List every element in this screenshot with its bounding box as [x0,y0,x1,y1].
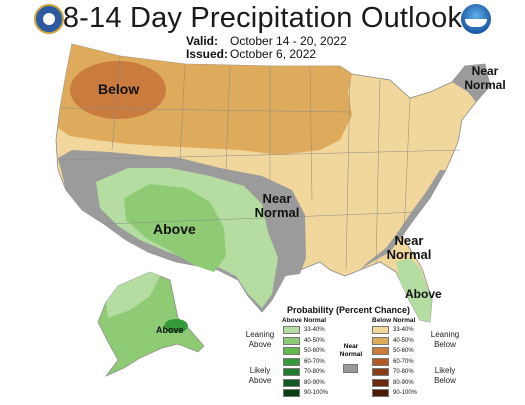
below-legend-swatch [372,389,389,397]
above-legend-swatch [283,368,300,376]
state-borders [57,55,461,271]
legend-near-header: Near Normal [339,343,363,358]
above-legend-range: 33-40% [304,327,325,333]
label-below-nw: Below [98,81,140,97]
legend-likely-below: Likely Below [434,366,456,385]
valid-value: October 14 - 20, 2022 [230,34,347,48]
noaa-logo [461,4,491,34]
above-legend-row: 70-80% [283,367,325,377]
below-legend-range: 60-70% [393,358,414,365]
below-legend-swatch [372,378,389,387]
legend-above-header: Above Normal [282,317,327,324]
below-legend-swatch [372,326,389,334]
page-title: 8-14 Day Precipitation Outlook [62,2,463,34]
below-legend-row: 60-70% [372,357,414,367]
below-legend-range: 40-50% [393,337,414,344]
issued-label: Issued: [186,47,229,61]
alaska-above-light [106,272,160,318]
above-legend-swatch [283,378,300,387]
noaa-dept-commerce-logo [34,4,64,34]
below-legend-range: 50-60% [393,348,414,354]
near-normal-northeast [452,64,490,102]
below-legend-swatch [372,357,389,366]
below-legend-range: 80-90% [393,379,414,386]
above-legend-row: 80-90% [283,378,325,388]
above-legend-swatch [283,389,300,397]
legend-leaning-above: Leaning Above [245,330,275,349]
above-legend-range: 50-60% [304,348,325,354]
above-legend-range: 60-70% [304,358,325,365]
label-above-sw: Above [153,221,196,237]
below-legend-swatch [372,347,389,355]
below-legend-row: 70-80% [372,367,414,377]
above-legend-row: 40-50% [283,336,325,346]
below-legend-row: 33-40% [372,325,414,335]
below-legend-row: 80-90% [372,378,414,388]
above-legend-swatch [283,336,300,345]
above-legend-swatch [283,326,300,334]
below-legend-swatch [372,368,389,376]
legend-leaning-below: Leaning Below [430,330,460,349]
above-medium-region [124,184,226,272]
label-near-normal-ne: Near Normal [464,64,506,92]
below-legend-row: 90-100% [372,388,417,398]
above-legend-swatch [283,347,300,355]
legend-below-header: Below Normal [372,317,416,324]
label-above-fl: Above [405,287,442,301]
above-legend-range: 70-80% [304,369,325,375]
above-legend-row: 50-60% [283,346,325,356]
below-legend-range: 90-100% [393,390,418,396]
label-near-normal-central: Near Normal [254,191,300,220]
near-normal-southeast [360,170,446,270]
below-strong-region [70,61,166,119]
below-legend-row: 40-50% [372,336,414,346]
below-legend-row: 50-60% [372,346,414,356]
label-near-normal-se: Near Normal [386,233,432,262]
above-legend-range: 80-90% [304,379,325,386]
above-legend-range: 90-100% [304,390,329,396]
above-legend-swatch [283,357,300,366]
label-above-ak: Above [156,325,184,335]
valid-label: Valid: [186,34,219,48]
alaska-above-strong [164,319,188,333]
legend-near-swatch [343,364,358,373]
above-legend-range: 40-50% [304,337,325,344]
above-legend-row: 33-40% [283,325,325,335]
below-legend-swatch [372,336,389,345]
legend-likely-above: Likely Above [248,366,272,385]
issued-value: October 6, 2022 [230,47,317,61]
below-legend-range: 70-80% [393,369,414,375]
legend-title: Probability (Percent Chance) [287,305,411,315]
above-legend-row: 60-70% [283,357,325,367]
florida-above-region [396,258,432,322]
below-legend-range: 33-40% [393,327,414,333]
date-block: Valid: October 14 - 20, 2022 Issued: Octob… [186,35,347,61]
above-legend-row: 90-100% [283,388,328,398]
